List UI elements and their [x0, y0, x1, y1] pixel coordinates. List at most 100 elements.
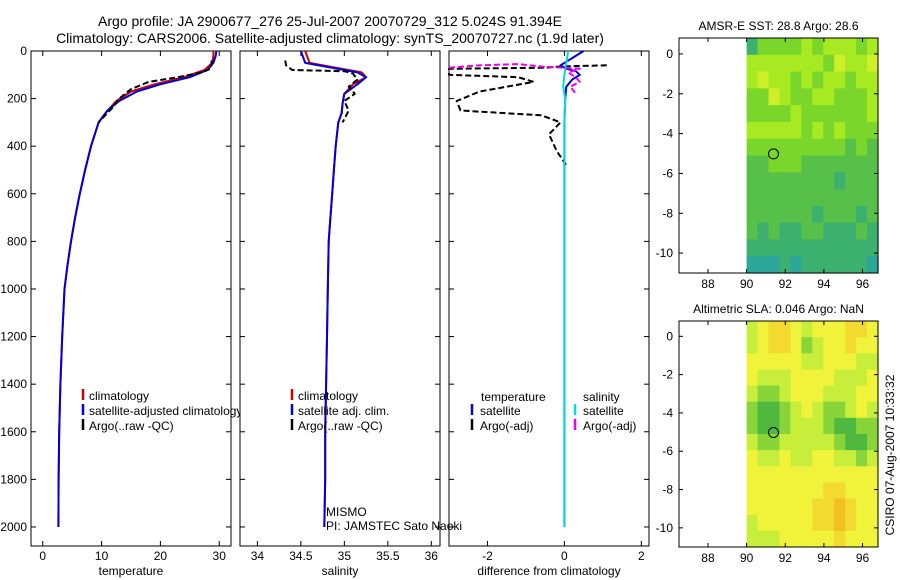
heatmap-cell: [757, 482, 770, 500]
heatmap-cell: [856, 155, 868, 173]
y-tick-label: -8: [662, 483, 673, 497]
heatmap-cell: [812, 337, 824, 354]
map-title: Altimetric SLA: 0.046 Argo: NaN: [693, 302, 864, 316]
heatmap-cell: [845, 205, 857, 224]
heatmap-cell: [768, 498, 781, 516]
heatmap-cell: [779, 498, 792, 516]
heatmap-cell: [856, 530, 868, 548]
y-tick-label: 0: [666, 329, 673, 343]
heatmap-cell: [779, 530, 792, 548]
series-salinity-satellite: [562, 50, 570, 527]
heatmap-cell: [746, 88, 759, 106]
heatmap-cell: [856, 121, 868, 140]
heatmap-cell: [801, 239, 813, 257]
legend-label: Argo(..raw -QC): [89, 419, 174, 433]
heatmap-cell: [812, 434, 824, 451]
heatmap-cell: [790, 353, 802, 371]
heatmap-cell: [823, 514, 835, 532]
heatmap-cell: [812, 155, 824, 173]
heatmap-cell: [823, 466, 835, 484]
heatmap-cell: [834, 54, 846, 73]
heatmap-cell: [801, 482, 813, 500]
heatmap-cell: [823, 222, 835, 241]
x-tick-label: 92: [779, 551, 793, 565]
heatmap-cell: [867, 121, 879, 140]
heatmap-cell: [801, 385, 813, 403]
heatmap-cell: [834, 466, 846, 484]
heatmap-cell: [746, 337, 759, 354]
heatmap-cell: [779, 353, 792, 371]
heatmap-cell: [812, 54, 824, 73]
heatmap-cell: [801, 256, 813, 274]
heatmap-cell: [834, 71, 846, 89]
heatmap-cell: [834, 434, 846, 451]
heatmap-cell: [867, 71, 879, 89]
x-tick-label: 96: [856, 551, 870, 565]
heatmap-cell: [768, 450, 781, 467]
heatmap-cell: [856, 417, 868, 435]
x-tick-label: 94: [817, 551, 831, 565]
heatmap-cell: [746, 385, 759, 403]
heatmap-cell: [834, 121, 846, 140]
heatmap-cell: [801, 121, 813, 140]
heatmap-cell: [746, 54, 759, 73]
legend-header: temperature: [481, 390, 546, 404]
heatmap-cell: [867, 189, 879, 207]
heatmap-cell: [757, 385, 770, 403]
heatmap-cell: [867, 205, 879, 224]
heatmap-cell: [790, 321, 802, 338]
x-tick-label: 0: [561, 549, 568, 563]
heatmap-cell: [812, 172, 824, 190]
heatmap-cell: [801, 466, 813, 484]
heatmap-cell: [779, 514, 792, 532]
heatmap-cell: [867, 155, 879, 173]
heatmap-cell: [823, 417, 835, 435]
heatmap-cell: [801, 337, 813, 354]
heatmap-cell: [779, 466, 792, 484]
heatmap-cell: [768, 189, 781, 207]
heatmap-cell: [779, 155, 792, 173]
heatmap-cell: [823, 155, 835, 173]
heatmap-cell: [856, 172, 868, 190]
heatmap-cell: [823, 189, 835, 207]
heatmap-cell: [779, 337, 792, 354]
heatmap-cell: [867, 385, 879, 403]
heatmap-cell: [779, 256, 792, 274]
heatmap-cell: [867, 450, 879, 467]
heatmap-cell: [834, 38, 846, 56]
heatmap-cell: [768, 38, 781, 56]
heatmap-cell: [746, 417, 759, 435]
heatmap-cell: [757, 514, 770, 532]
heatmap-cell: [801, 138, 813, 157]
heatmap-cell: [801, 54, 813, 73]
heatmap-cell: [768, 353, 781, 371]
heatmap-cell: [768, 54, 781, 73]
heatmap-cell: [746, 450, 759, 467]
y-tick-label: 2000: [0, 520, 27, 534]
y-tick-label: -4: [662, 406, 673, 420]
y-tick-label: 400: [7, 139, 27, 153]
heatmap-cell: [856, 450, 868, 467]
heatmap-cell: [768, 401, 781, 419]
heatmap-cell: [845, 401, 857, 419]
heatmap-cell: [812, 466, 824, 484]
heatmap-cell: [823, 88, 835, 106]
heatmap-cell: [845, 482, 857, 500]
heatmap-cell: [867, 54, 879, 73]
heatmap-cell: [845, 514, 857, 532]
heatmap-cell: [790, 514, 802, 532]
heatmap-cell: [779, 172, 792, 190]
heatmap-cell: [823, 172, 835, 190]
heatmap-cell: [823, 401, 835, 419]
heatmap-cell: [779, 450, 792, 467]
heatmap-cell: [834, 321, 846, 338]
heatmap-cell: [746, 105, 759, 123]
heatmap-cell: [757, 205, 770, 224]
heatmap-cell: [801, 450, 813, 467]
heatmap-cell: [779, 321, 792, 338]
heatmap-cell: [812, 189, 824, 207]
heatmap-cell: [757, 54, 770, 73]
heatmap-cell: [790, 450, 802, 467]
heatmap-cell: [779, 88, 792, 106]
